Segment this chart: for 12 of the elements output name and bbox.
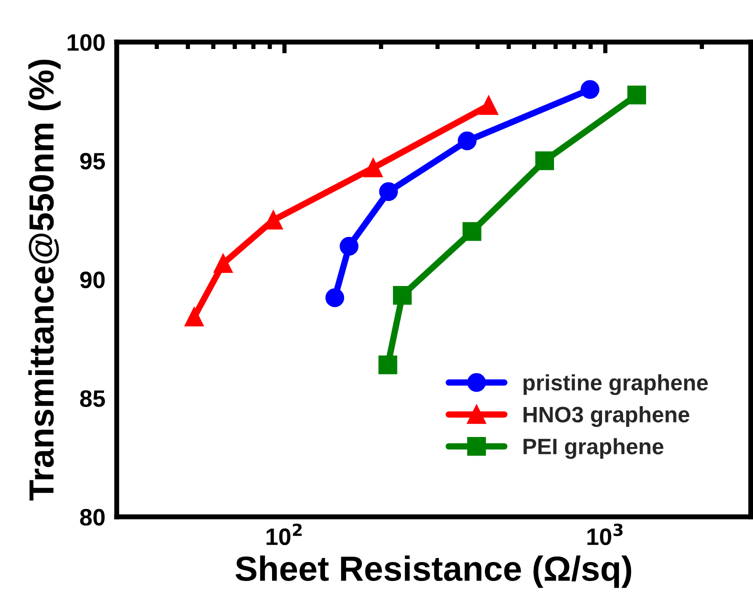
legend-label: pristine graphene [524, 374, 708, 396]
legend-label: PEI graphene [524, 438, 664, 459]
y-tick-label: 100 [68, 34, 105, 51]
legend-label: HNO3 graphene [524, 406, 690, 427]
y-tick-label: 95 [80, 152, 105, 170]
x-axis-title: Sheet Resistance (Ω/sq) [236, 556, 632, 588]
x-tick-label: 10$^{2}$ [266, 524, 302, 546]
y-tick-label: 85 [80, 390, 105, 407]
y-axis-title: Transmittance@550nm (%) [28, 60, 61, 501]
y-tick-label: 80 [80, 508, 105, 526]
y-tick-label: 90 [80, 272, 105, 288]
x-tick-label: 10$^{3}$ [587, 524, 623, 546]
